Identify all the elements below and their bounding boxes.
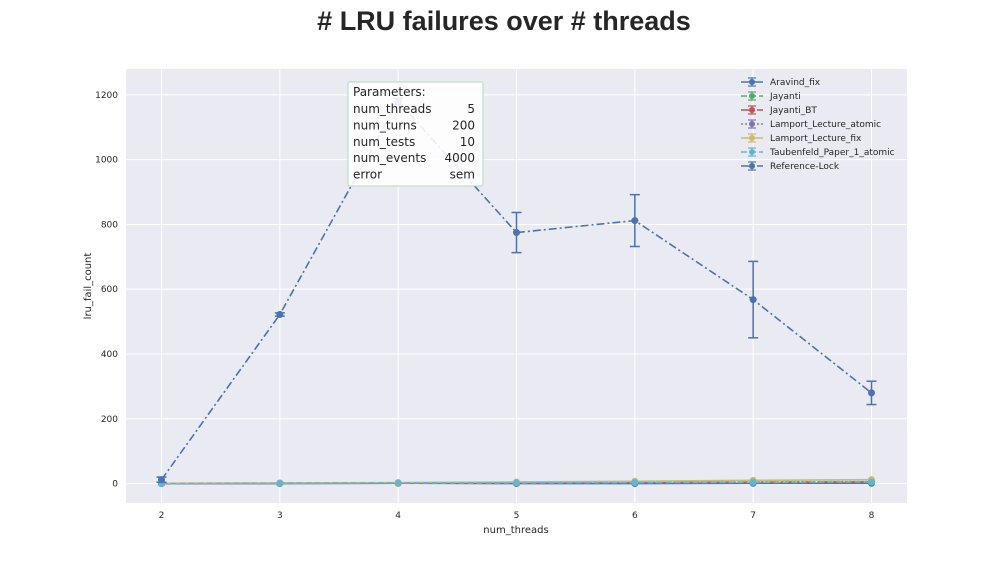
data-point: [749, 296, 757, 304]
legend-item: Aravind_fix: [741, 77, 821, 88]
series-Taubenfeld_Paper_1_atomic: [158, 478, 875, 488]
data-point: [749, 478, 757, 486]
legend-label: Jayanti_BT: [769, 106, 817, 116]
legend-item: Lamport_Lecture_atomic: [741, 119, 881, 130]
legend-item: Lamport_Lecture_fix: [741, 133, 862, 144]
data-point: [276, 479, 284, 487]
parameter-key: error: [353, 168, 382, 182]
legend-label: Reference-Lock: [770, 162, 840, 172]
series-Reference-Lock: [156, 97, 877, 484]
legend-item: Jayanti_BT: [741, 105, 817, 116]
y-tick-label: 600: [101, 285, 118, 295]
x-axis-label: num_threads: [483, 525, 548, 536]
parameter-value: sem: [450, 168, 475, 182]
data-point: [631, 479, 639, 487]
legend-marker: [749, 121, 755, 127]
y-tick-label: 200: [101, 415, 118, 425]
x-tick-label: 2: [159, 511, 165, 521]
x-tick-label: 6: [632, 511, 638, 521]
legend: Aravind_fix Jayanti Jayanti_BT Lamport_Lect…: [741, 77, 895, 172]
parameter-key: num_threads: [353, 102, 432, 116]
legend-marker: [749, 149, 755, 155]
parameters-box-frame: [347, 81, 484, 187]
y-axis-label: lru_fail_count: [83, 253, 94, 320]
chart-title: # LRU failures over # threads: [317, 6, 691, 36]
y-tick-label: 1200: [95, 91, 118, 101]
parameters-box: Parameters: num_threads 5 num_turns 200 num_…: [347, 81, 484, 187]
legend-label: Jayanti: [769, 92, 801, 102]
legend-marker: [749, 107, 755, 113]
parameter-key: num_events: [353, 151, 426, 165]
y-tick-label: 800: [101, 220, 118, 230]
x-tick-label: 4: [395, 511, 401, 521]
y-tick-label: 0: [112, 480, 118, 490]
x-tick-label: 3: [277, 511, 283, 521]
parameter-key: num_tests: [353, 135, 415, 149]
legend-item: Reference-Lock: [741, 161, 840, 172]
y-tick-labels: 0 200 400 600 800 1000 1200: [95, 91, 118, 490]
legend-item: Jayanti: [741, 91, 801, 102]
y-tick-label: 1000: [95, 156, 118, 166]
data-point: [394, 479, 402, 487]
legend-marker: [749, 135, 755, 141]
y-tick-label: 400: [101, 350, 118, 360]
legend-marker: [749, 163, 755, 169]
data-point: [276, 311, 284, 319]
data-point: [513, 479, 520, 487]
legend-label: Lamport_Lecture_atomic: [770, 120, 881, 130]
legend-label: Lamport_Lecture_fix: [770, 134, 862, 144]
x-tick-label: 5: [514, 511, 520, 521]
x-tick-label: 8: [869, 511, 875, 521]
legend-marker: [749, 79, 755, 85]
data-point: [868, 478, 875, 486]
data-point: [513, 229, 520, 237]
legend-marker: [749, 93, 755, 99]
parameter-value: 5: [467, 102, 475, 116]
parameter-value: 10: [460, 135, 475, 149]
x-tick-labels: 2 3 4 5 6 7 8: [159, 511, 875, 521]
parameter-key: num_turns: [353, 118, 417, 132]
series-group: [156, 97, 877, 488]
data-point: [158, 476, 165, 484]
x-tick-label: 7: [750, 511, 756, 521]
parameter-value: 4000: [444, 151, 475, 165]
legend-label: Aravind_fix: [770, 78, 821, 88]
parameters-title: Parameters:: [353, 85, 426, 99]
parameter-value: 200: [452, 118, 475, 132]
legend-item: Taubenfeld_Paper_1_atomic: [741, 147, 895, 158]
legend-label: Taubenfeld_Paper_1_atomic: [769, 148, 895, 158]
data-point: [631, 217, 639, 225]
data-point: [868, 389, 875, 397]
